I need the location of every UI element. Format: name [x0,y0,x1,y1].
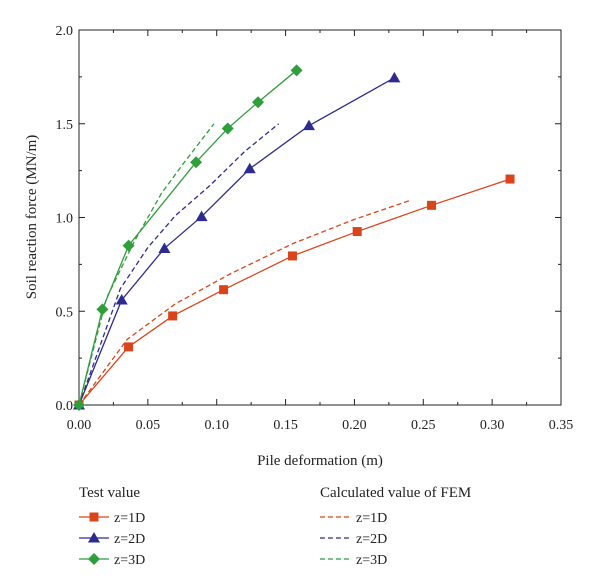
y-tick-label: 1.5 [56,118,74,133]
data-point-test-z-1d [352,227,362,237]
data-point-test-z-2d [302,119,315,131]
legend-marker [88,553,100,565]
data-point-test-z-3d [221,122,234,135]
series-line-fem-z-3d [78,123,215,406]
x-tick-label: 0.25 [411,418,436,433]
data-point-test-z-2d [195,210,208,222]
legend-label: z=2D [114,532,145,547]
data-point-test-z-3d [122,239,135,252]
data-point-test-z-2d [115,294,128,305]
data-point-test-z-3d [73,399,85,411]
x-tick-label: 0.00 [67,418,92,433]
legend-group-title: Test value [79,485,140,501]
x-tick-label: 0.30 [480,418,505,433]
plot-area: 0.00 0.05 0.10 0.15 0.20 0.25 0.30 0.35 0.0 0.5 1.… [56,24,574,433]
y-axis-title: Soil reaction force (MN/m) [24,135,40,300]
data-point-test-z-1d [124,342,134,352]
y-tick-label: 1.0 [56,212,74,227]
x-tick-label: 0.20 [342,418,367,433]
x-axis-title: Pile deformation (m) [257,453,383,469]
legend: Test value z=1D z=2D z=3D Calculated value o… [79,485,471,568]
data-point-test-z-3d [290,64,303,77]
y-tick-label: 2.0 [56,24,74,39]
legend-label: z=2D [356,532,387,547]
series-line-test-z-2d [78,77,395,406]
y-tick-label: 0.0 [56,399,74,414]
series-test-z-1d [74,174,515,410]
legend-label: z=1D [114,511,145,526]
data-point-test-z-3d [252,96,265,109]
series-line-fem-z-1d [78,200,410,406]
series-test-z-3d [73,64,303,411]
data-point-test-z-2d [388,71,401,83]
series-fem-z-2d [78,123,280,406]
x-tick-label: 0.15 [273,418,298,433]
data-point-test-z-3d [96,303,109,316]
data-point-test-z-2d [243,162,256,174]
data-point-test-z-3d [190,156,203,169]
series-line-fem-z-2d [78,123,280,406]
legend-label: z=3D [114,553,145,568]
data-point-test-z-1d [168,311,178,321]
data-point-test-z-1d [427,200,437,210]
legend-marker [88,532,100,543]
series-line-test-z-3d [78,69,298,406]
legend-label: z=3D [356,553,387,568]
series-test-z-2d [73,71,401,410]
x-tick-label: 0.10 [204,418,229,433]
legend-label: z=1D [356,511,387,526]
x-tick-label: 0.05 [136,418,161,433]
data-point-test-z-1d [505,174,515,184]
data-point-test-z-1d [219,285,229,295]
y-tick-label: 0.5 [56,305,74,320]
series-line-test-z-1d [78,178,511,406]
legend-marker [89,512,99,522]
series-fem-z-1d [78,200,410,406]
x-tick-label: 0.35 [549,418,574,433]
data-point-test-z-1d [287,251,297,261]
series-fem-z-3d [78,123,215,406]
legend-group-title: Calculated value of FEM [320,485,471,501]
data-point-test-z-2d [158,242,171,253]
